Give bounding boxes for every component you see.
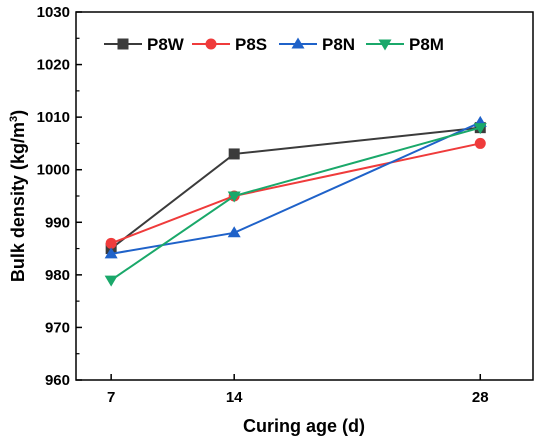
data-point [228,148,240,160]
series-p8m [104,123,487,287]
series-layer [104,115,487,287]
legend-item-p8w: P8W [104,35,185,54]
y-tick-label: 1020 [37,57,70,74]
legend-marker [205,38,217,50]
legend-marker [117,38,129,50]
data-point [474,137,486,149]
x-axis: 7 14 28 [107,374,489,406]
x-tick-label: 28 [472,389,489,406]
legend-item-p8s: P8S [192,35,267,54]
x-axis-title: Curing age (d) [243,416,365,436]
data-point [227,226,241,238]
legend-item-p8m: P8M [366,35,444,54]
series-line [110,142,481,245]
y-tick-label: 1000 [37,162,70,179]
y-axis: 960 970 980 990 1000 1010 1020 1030 [37,4,82,389]
y-tick-label: 980 [45,267,70,284]
data-point [473,123,487,135]
y-axis-title: Bulk density (kg/m3) [8,110,28,282]
y-axis-title-main: Bulk density (kg/m [8,122,28,282]
legend-label: P8S [235,35,267,54]
data-point [105,237,117,249]
legend: P8W P8S P8N P8M [104,35,444,54]
x-tick-label: 7 [107,389,115,406]
y-tick-label: 970 [45,319,70,336]
data-point [227,191,241,203]
series-line [110,126,481,281]
y-tick-label: 990 [45,214,70,231]
data-point [104,275,118,287]
legend-label: P8N [322,35,355,54]
y-axis-title-end: ) [8,110,28,116]
y-tick-label: 1030 [37,4,70,21]
series-p8n [104,115,487,259]
legend-label: P8W [147,35,185,54]
data-point [104,247,118,259]
plot-frame [75,11,534,381]
legend-label: P8M [409,35,444,54]
legend-item-p8n: P8N [279,35,355,54]
y-axis-title-superscript: 3 [8,116,20,122]
y-tick-label: 960 [45,372,70,389]
x-tick-label: 14 [226,389,243,406]
series-line [110,126,481,250]
y-tick-label: 1010 [37,109,70,126]
legend-marker [378,39,392,51]
series-p8s [105,137,486,249]
legend-marker [291,37,305,49]
